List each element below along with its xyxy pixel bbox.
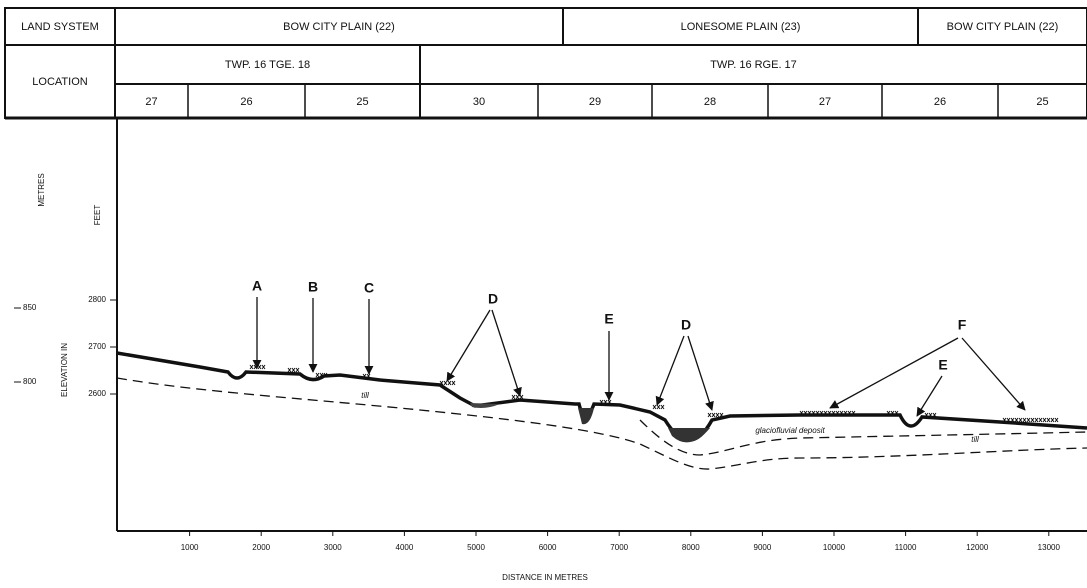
hatch-mark [1031, 418, 1034, 422]
section: 25 [356, 96, 368, 108]
marker-label: E [604, 311, 613, 327]
hatch-mark [1051, 418, 1054, 422]
township: TWP. 16 RGE. 17 [710, 59, 797, 71]
distance-tick-label: 8000 [682, 543, 700, 552]
hatch-mark [448, 381, 451, 385]
feet-tick-label: 2800 [88, 295, 106, 304]
axis-label: METRES [37, 173, 46, 206]
distance-tick-label: 10000 [823, 543, 846, 552]
arrows [257, 297, 1025, 416]
axis-label: FEET [93, 205, 102, 226]
section: 27 [145, 96, 157, 108]
hatch-mark [1019, 418, 1022, 422]
distance-tick-label: 5000 [467, 543, 485, 552]
marker-label: D [488, 291, 498, 307]
hatch-mark [661, 405, 664, 409]
hatch-mark [250, 365, 253, 369]
hatch-mark [296, 368, 299, 372]
land-system: BOW CITY PLAIN (22) [283, 21, 395, 33]
hatch-mark [1039, 418, 1042, 422]
section: 25 [1036, 96, 1048, 108]
hatch-mark [258, 365, 261, 369]
hatch-mark [292, 368, 295, 372]
hatch-mark [657, 405, 660, 409]
hatch-mark [1023, 418, 1026, 422]
marker-label: E [938, 357, 947, 373]
hatch-mark [653, 405, 656, 409]
marker-label: B [308, 279, 318, 295]
cross-section: LAND SYSTEM LOCATION BOW CITY PLAIN (22) LO… [0, 0, 1087, 588]
hatch-mark [288, 368, 291, 372]
section: 28 [704, 96, 716, 108]
section: 30 [473, 96, 485, 108]
water-body [578, 408, 594, 424]
hatch-mark [444, 381, 447, 385]
section: 27 [819, 96, 831, 108]
feet-tick-label: 2600 [88, 389, 106, 398]
metres-tick-label: 800 [23, 377, 37, 386]
water-body [668, 428, 710, 442]
distance-tick-label: 11000 [895, 543, 917, 552]
header-label: LOCATION [32, 76, 87, 88]
distance-tick-label: 1000 [181, 543, 199, 552]
distance-tick-label: 2000 [252, 543, 270, 552]
hatch-mark [1027, 418, 1030, 422]
hatch-mark [1055, 418, 1058, 422]
deposit-label: till [361, 391, 369, 400]
hatch-mark [712, 413, 715, 417]
section: 26 [240, 96, 252, 108]
hatch-mark [1047, 418, 1050, 422]
land-system: BOW CITY PLAIN (22) [947, 21, 1059, 33]
distance-tick-label: 13000 [1038, 543, 1061, 552]
deposit-label: till [971, 435, 979, 444]
hatch-mark [708, 413, 711, 417]
hatch-mark [1043, 418, 1046, 422]
township: TWP. 16 TGE. 18 [225, 59, 310, 71]
distance-tick-label: 7000 [610, 543, 628, 552]
hatch-mark [512, 395, 515, 399]
distance-tick-label: 6000 [539, 543, 557, 552]
distance-tick-label: 3000 [324, 543, 342, 552]
axis-label: DISTANCE IN METRES [502, 573, 588, 582]
section: 26 [934, 96, 946, 108]
lower-boundary-dashed [117, 378, 1087, 469]
hatch-mark [452, 381, 455, 385]
marker-label: F [958, 317, 967, 333]
hatch-mark [1035, 418, 1038, 422]
distance-tick-label: 12000 [966, 543, 989, 552]
hatch-mark [262, 365, 265, 369]
distance-tick-label: 4000 [396, 543, 414, 552]
land-system: LONESOME PLAIN (23) [681, 21, 801, 33]
profile-frame [117, 118, 1087, 531]
marker-label: D [681, 317, 691, 333]
distance-tick-label: 9000 [754, 543, 772, 552]
marker-label: C [364, 280, 374, 296]
hatch-mark [316, 373, 319, 377]
section: 29 [589, 96, 601, 108]
header-table [5, 8, 1087, 118]
deposit-label: glaciofluvial deposit [755, 426, 825, 435]
header-label: LAND SYSTEM [21, 21, 99, 33]
feet-tick-label: 2700 [88, 342, 106, 351]
marker-label: A [252, 278, 262, 294]
hatch-mark [516, 395, 519, 399]
metres-tick-label: 850 [23, 303, 37, 312]
hatch-mark [716, 413, 719, 417]
axis-label: ELEVATION IN [60, 343, 69, 397]
